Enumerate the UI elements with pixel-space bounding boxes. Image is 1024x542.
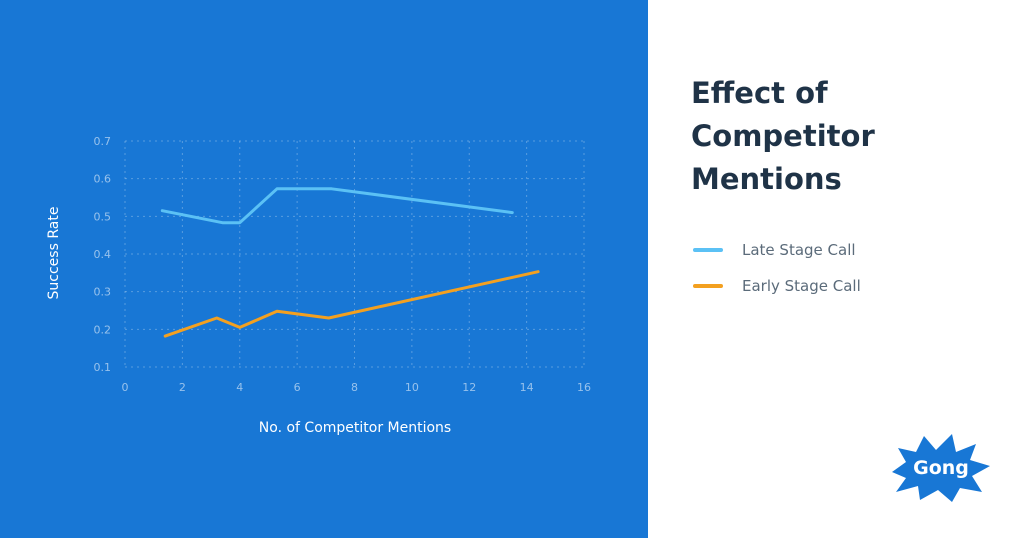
x-tick-label: 2: [179, 381, 186, 394]
y-tick-label: 0.6: [94, 173, 112, 186]
x-tick-label: 0: [122, 381, 129, 394]
y-tick-label: 0.1: [94, 361, 112, 374]
y-tick-label: 0.3: [94, 286, 112, 299]
x-tick-label: 8: [351, 381, 358, 394]
y-axis-label: Success Rate: [46, 207, 62, 300]
chart-title: Effect of Competitor Mentions: [691, 72, 991, 201]
legend-swatch-early-stage: [693, 284, 723, 288]
gong-logo: Gong: [892, 434, 990, 502]
y-tick-label: 0.5: [94, 210, 112, 223]
x-tick-label: 16: [577, 381, 591, 394]
x-axis-label: No. of Competitor Mentions: [259, 420, 451, 436]
legend-label-late-stage: Late Stage Call: [742, 241, 856, 259]
x-tick-label: 6: [294, 381, 301, 394]
title-line-2: Competitor: [691, 119, 875, 153]
legend-item-late-stage: Late Stage Call: [693, 232, 861, 268]
y-tick-label: 0.7: [94, 135, 112, 148]
title-line-3: Mentions: [691, 162, 842, 196]
legend-swatch-late-stage: [693, 248, 723, 252]
x-tick-label: 10: [405, 381, 419, 394]
info-panel: Effect of Competitor Mentions Late Stage…: [648, 0, 1024, 538]
starburst-badge-icon: [892, 434, 990, 502]
series-lines: [160, 187, 540, 338]
chart-panel: 0.1 0.2 0.3 0.4 0.5 0.6 0.7 0 2 4 6 8 10 12 14 16 Succ…: [0, 0, 648, 538]
series-line-late-stage-call: [160, 187, 514, 225]
y-tick-label: 0.4: [94, 248, 112, 261]
title-line-1: Effect of: [691, 76, 828, 110]
logo-text: Gong: [913, 457, 969, 479]
legend-item-early-stage: Early Stage Call: [693, 268, 861, 304]
legend-label-early-stage: Early Stage Call: [742, 277, 861, 295]
y-tick-label: 0.2: [94, 323, 112, 336]
x-tick-label: 12: [462, 381, 476, 394]
line-chart: 0.1 0.2 0.3 0.4 0.5 0.6 0.7 0 2 4 6 8 10 12 14 16 Succ…: [0, 0, 648, 538]
y-axis-ticks: 0.1 0.2 0.3 0.4 0.5 0.6 0.7: [94, 135, 112, 374]
x-axis-ticks: 0 2 4 6 8 10 12 14 16: [122, 381, 592, 394]
chart-grid: [124, 140, 585, 368]
chart-background: [0, 0, 648, 538]
legend: Late Stage Call Early Stage Call: [693, 232, 861, 304]
series-line-early-stage-call: [163, 270, 540, 338]
x-tick-label: 14: [520, 381, 534, 394]
x-tick-label: 4: [236, 381, 243, 394]
